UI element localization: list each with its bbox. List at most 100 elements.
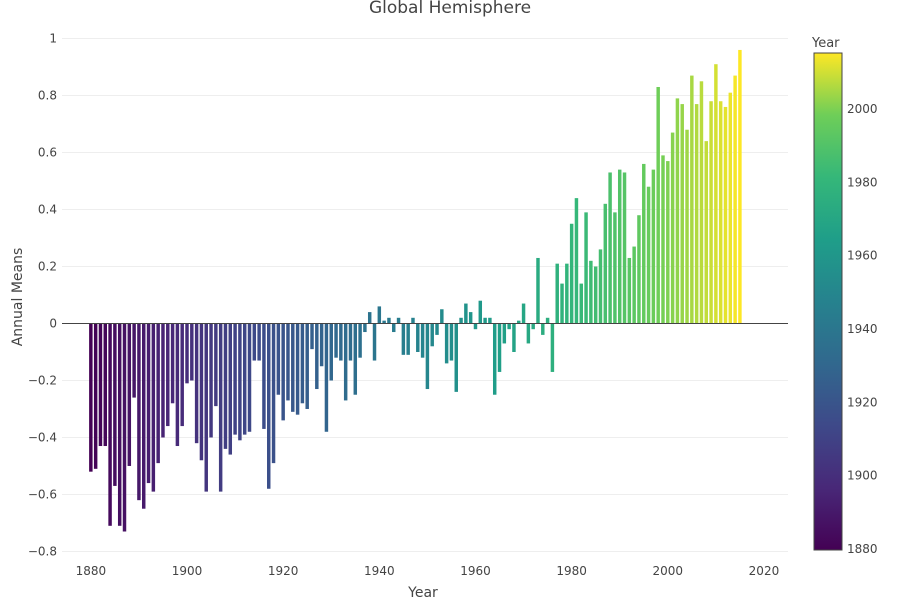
bar: [151, 323, 156, 492]
colorbar-tick-label: 1880: [847, 542, 878, 556]
bar: [661, 155, 665, 324]
bar: [473, 323, 478, 330]
bar: [271, 323, 276, 464]
bar: [127, 323, 132, 466]
bar: [738, 49, 742, 324]
colorbar-tick-labels: 1880 1900 1920 1940 1960 1980 2000: [847, 102, 878, 556]
bar: [589, 260, 593, 324]
bar: [117, 323, 122, 526]
bar: [459, 317, 463, 324]
bar: [728, 92, 733, 324]
bar: [526, 323, 531, 344]
bar: [723, 106, 728, 324]
y-tick-label: −0.8: [28, 544, 57, 558]
bar: [550, 323, 555, 372]
bar: [435, 323, 439, 335]
x-tick-label: 1920: [268, 564, 299, 578]
bar: [718, 101, 723, 324]
x-tick-label: 1900: [172, 564, 203, 578]
y-tick-label: 0: [49, 316, 57, 330]
colorbar: Year 1880 1900 1920 1940 1960 1980 2000: [811, 36, 878, 556]
bar: [670, 132, 675, 324]
bar: [483, 317, 487, 324]
bar: [699, 81, 704, 324]
x-tick-label: 1940: [364, 564, 395, 578]
bar: [444, 323, 449, 364]
bar: [396, 317, 401, 324]
bar: [170, 323, 175, 404]
x-tick-label: 1980: [556, 564, 587, 578]
bar: [267, 323, 271, 489]
bar: [315, 323, 319, 390]
bar: [262, 323, 266, 429]
bar: [512, 323, 516, 352]
y-tick-label: 0.2: [38, 260, 57, 274]
x-tick-label: 2000: [653, 564, 684, 578]
bar: [440, 309, 444, 324]
bar: [194, 323, 199, 444]
bar: [627, 257, 632, 324]
bar: [238, 323, 242, 441]
bar: [353, 323, 358, 395]
bar: [286, 323, 290, 401]
bar: [545, 317, 550, 324]
x-tick-label: 2020: [749, 564, 780, 578]
bar: [113, 323, 117, 486]
bar: [507, 323, 511, 330]
bar: [291, 323, 295, 412]
bar: [536, 257, 540, 324]
bar: [646, 186, 651, 324]
bar: [324, 323, 329, 432]
y-tick-label: 0.8: [38, 89, 57, 103]
bar: [300, 323, 305, 404]
bar: [714, 64, 718, 324]
bar: [574, 198, 579, 324]
bar: [449, 323, 454, 361]
bar: [257, 323, 261, 361]
bar: [617, 169, 622, 324]
bar: [492, 323, 497, 395]
bar: [343, 323, 348, 401]
bar: [367, 312, 372, 324]
colorbar-tick-label: 1940: [847, 322, 878, 336]
bar: [122, 323, 127, 532]
bar: [569, 223, 574, 324]
bar: [372, 323, 377, 361]
bar: [690, 75, 694, 324]
x-tick-label: 1880: [76, 564, 107, 578]
bar: [319, 323, 324, 367]
bar: [666, 161, 670, 324]
bar: [146, 323, 151, 484]
bar: [377, 306, 382, 324]
bar: [733, 75, 737, 324]
bar: [425, 323, 430, 390]
bar: [161, 323, 165, 438]
bar: [137, 323, 141, 501]
bar: [497, 323, 502, 372]
y-tick-label: 1: [49, 32, 57, 46]
bar: [276, 323, 281, 395]
bar: [613, 212, 617, 324]
bar: [541, 323, 545, 335]
bar: [401, 323, 406, 355]
bar: [185, 323, 189, 384]
bar: [339, 323, 343, 361]
bar: [555, 263, 559, 324]
bar: [392, 323, 396, 333]
bar: [180, 323, 184, 427]
bar: [680, 104, 684, 324]
bar: [430, 323, 434, 347]
bar: [560, 283, 564, 324]
y-tick-labels: −0.8 −0.6 −0.4 −0.2 0 0.2 0.4 0.6 0.8 1: [28, 32, 57, 559]
bar: [593, 266, 598, 324]
bar: [382, 320, 386, 324]
bar: [406, 323, 410, 355]
bar: [478, 300, 483, 324]
y-axis-label: Annual Means: [10, 248, 26, 347]
bar: [704, 141, 708, 324]
bar: [420, 323, 425, 358]
bar: [358, 323, 362, 358]
bar: [93, 323, 98, 469]
colorbar-gradient: [813, 52, 843, 551]
